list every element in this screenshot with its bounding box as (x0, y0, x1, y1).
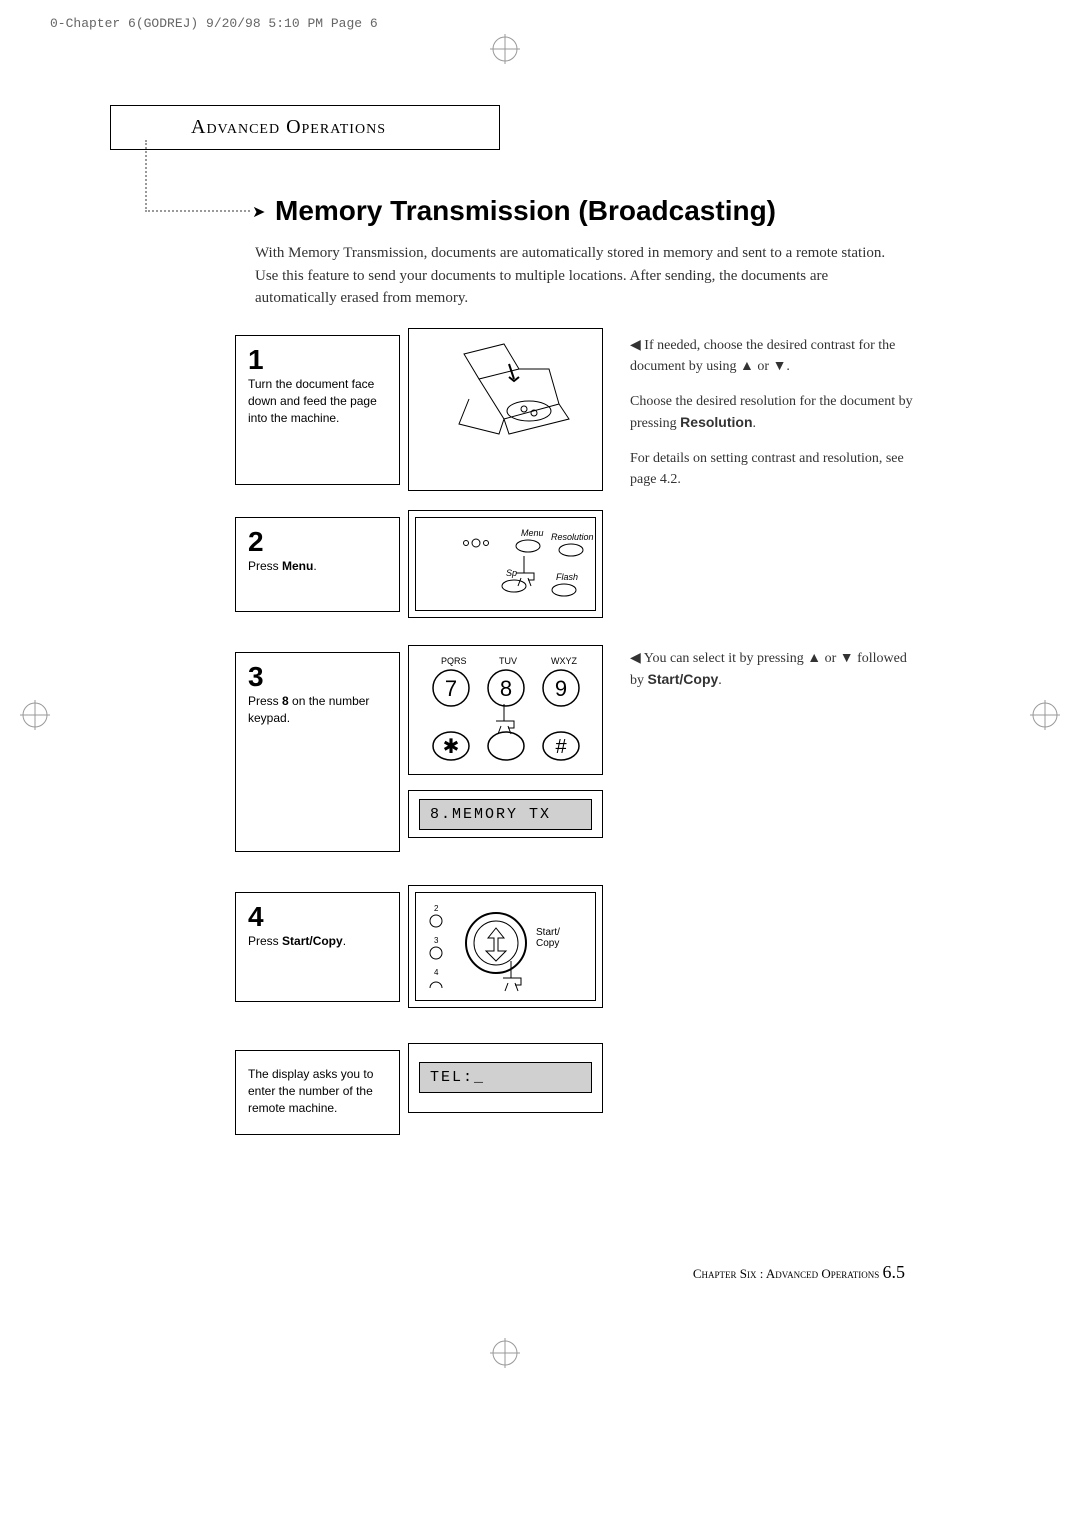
side-note-1: ◀ If needed, choose the desired contrast… (630, 335, 915, 490)
arrow-left-icon: ◀ (630, 651, 641, 666)
menu-panel-icon: Menu Resolution Sp Flash (416, 518, 597, 612)
step-text: Turn the document face down and feed the… (248, 376, 389, 426)
crop-mark-icon (1030, 700, 1060, 730)
note-text: For details on setting contrast and reso… (630, 448, 915, 490)
step-text: Press 8 on the number keypad. (248, 693, 389, 727)
crop-mark-icon (490, 34, 520, 64)
note-bold: Resolution (680, 414, 752, 430)
note-bold: Start/Copy (648, 671, 719, 687)
step-text: Press Menu. (248, 558, 389, 575)
keypad-tuv: TUV (499, 656, 517, 666)
key-hash: # (555, 736, 567, 758)
lcd-display: TEL:_ (419, 1062, 592, 1093)
step-5-display: TEL:_ (408, 1043, 603, 1113)
page-title: Memory Transmission (Broadcasting) (275, 195, 776, 227)
intro-paragraph: With Memory Transmission, documents are … (255, 242, 895, 310)
page-number: 6.5 (883, 1262, 906, 1282)
step-number: 2 (248, 528, 389, 556)
key-7: 7 (445, 676, 457, 701)
note-text: Choose the desired resolution for the do… (630, 394, 913, 431)
step-5-box: The display asks you to enter the number… (235, 1050, 400, 1135)
svg-text:2: 2 (434, 904, 439, 913)
svg-text:3: 3 (434, 936, 439, 945)
keypad-pqrs: PQRS (441, 656, 467, 666)
page-footer: Chapter Six : Advanced Operations 6.5 (693, 1262, 905, 1283)
menu-label: Menu (521, 528, 544, 538)
side-note-3: ◀ You can select it by pressing ▲ or ▼ f… (630, 648, 915, 691)
key-8: 8 (500, 676, 512, 701)
arrow-left-icon: ◀ (630, 338, 641, 353)
step-2-illustration: Menu Resolution Sp Flash (408, 510, 603, 618)
step-number: 3 (248, 663, 389, 691)
step-4-illustration: 2 3 4 Start/ Copy (408, 885, 603, 1008)
step-3-box: 3 Press 8 on the number keypad. (235, 652, 400, 852)
panel-inset: Menu Resolution Sp Flash (415, 517, 596, 611)
dotted-line (145, 210, 250, 212)
resolution-label: Resolution (551, 532, 594, 542)
key-star: ✱ (443, 736, 460, 758)
start-copy-panel-icon: 2 3 4 Start/ Copy (416, 893, 597, 1002)
step-4-box: 4 Press Start/Copy. (235, 892, 400, 1002)
copy-label: Copy (536, 938, 559, 949)
step-3-keypad: PQRS TUV WXYZ 7 8 9 ✱ # (408, 645, 603, 775)
section-header-text: Advanced Operations (191, 116, 386, 138)
start-label: Start/ (536, 927, 560, 938)
panel-inset: 2 3 4 Start/ Copy (415, 892, 596, 1001)
note-text: If needed, choose the desired contrast f… (630, 338, 895, 374)
lcd-display: 8.MEMORY TX (419, 799, 592, 830)
note-text: . (753, 416, 757, 431)
section-header: Advanced Operations (110, 105, 500, 150)
crop-mark-icon (20, 700, 50, 730)
step-text: The display asks you to enter the number… (248, 1066, 389, 1116)
fax-machine-icon (409, 329, 604, 492)
step-2-box: 2 Press Menu. (235, 517, 400, 612)
step-number: 1 (248, 346, 389, 374)
step-1-illustration (408, 328, 603, 491)
flash-label: Flash (556, 572, 578, 582)
key-9: 9 (555, 676, 567, 701)
footer-text: Chapter Six : Advanced Operations (693, 1266, 883, 1281)
crop-mark-icon (490, 1338, 520, 1368)
step-1-box: 1 Turn the document face down and feed t… (235, 335, 400, 485)
arrow-right-icon: ➤ (252, 202, 265, 222)
step-number: 4 (248, 903, 389, 931)
keypad-wxyz: WXYZ (551, 656, 578, 666)
step-text: Press Start/Copy. (248, 933, 389, 950)
dotted-line (145, 140, 147, 212)
print-header: 0-Chapter 6(GODREJ) 9/20/98 5:10 PM Page… (50, 16, 378, 31)
keypad-icon: PQRS TUV WXYZ 7 8 9 ✱ # (409, 646, 604, 776)
svg-text:4: 4 (434, 968, 439, 977)
step-3-display: 8.MEMORY TX (408, 790, 603, 838)
note-text: . (718, 673, 722, 688)
sp-label: Sp (506, 568, 517, 578)
